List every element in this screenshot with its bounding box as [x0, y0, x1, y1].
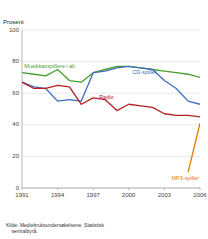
x-tick-label: 1997: [87, 192, 101, 198]
y-tick-label: 40: [12, 121, 19, 127]
x-tick-label: 2006: [193, 192, 207, 198]
annotation: Musikkavspillere i alt: [24, 63, 75, 69]
plot-area: [22, 66, 200, 172]
y-tick-label: 100: [9, 27, 20, 33]
y-tick-label: 60: [12, 90, 19, 96]
grid-line: [22, 124, 200, 125]
line: [22, 66, 200, 104]
grid-line: [22, 188, 200, 189]
x-tick: [128, 188, 129, 190]
annotation: Radio: [99, 94, 113, 100]
y-axis-label: Prosent: [3, 19, 24, 25]
x-tick: [93, 188, 94, 190]
grid-line: [22, 156, 200, 157]
x-tick-label: 1991: [15, 192, 29, 198]
x-tick: [22, 188, 23, 190]
footnote: Kilde: Mediebruksundersøkelsene, Statist…: [6, 222, 105, 235]
line: [22, 82, 200, 117]
annotation: CD-spiller: [132, 69, 156, 75]
x-axis: [22, 188, 200, 189]
x-tick-label: 2003: [158, 192, 172, 198]
line: [188, 123, 200, 172]
footnote-line: sentralbyrå.: [6, 228, 38, 234]
grid-line: [22, 30, 200, 31]
x-tick-label: 2000: [122, 192, 136, 198]
y-tick-label: 80: [12, 58, 19, 64]
y-axis: [22, 30, 23, 188]
chart: 0 20 40 60 80 100 1991 1994 1997 2000 2003 2006 Pros…: [0, 0, 208, 239]
x-tick: [200, 188, 201, 190]
x-tick-label: 1994: [51, 192, 65, 198]
x-tick: [57, 188, 58, 190]
annotation: MP3-spiller: [172, 175, 200, 181]
y-tick-label: 20: [12, 153, 19, 159]
footnote-line: Kilde: Mediebruksundersøkelsene, Statist…: [6, 222, 105, 228]
x-tick: [164, 188, 165, 190]
y-tick-label: 0: [16, 185, 20, 191]
